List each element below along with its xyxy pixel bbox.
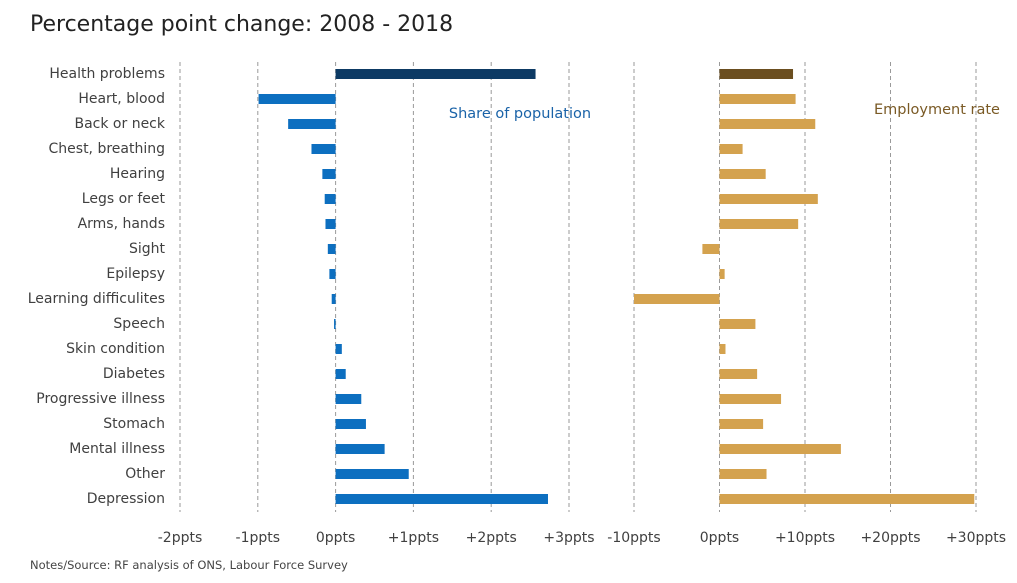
category-label-learning-difficulites: Learning difficulites [28, 291, 165, 307]
x-tick-label: 0ppts [700, 530, 739, 546]
series-label-share: Share of population [449, 106, 591, 122]
bar-chest-breathing [719, 144, 743, 154]
bar-health-problems [719, 69, 794, 79]
bar-epilepsy [329, 269, 336, 279]
panel-share-of-population: -2ppts -1ppts 0ppts +1ppts +2ppts +3ppts Shar… [158, 62, 595, 546]
bar-stomach [335, 419, 366, 429]
bar-back-or-neck [288, 119, 336, 129]
bar-chest-breathing [311, 144, 336, 154]
x-tick-label: +2ppts [466, 530, 517, 546]
bar-other [335, 469, 409, 479]
grid-lines [633, 62, 977, 512]
bar-health-problems [335, 69, 536, 79]
bar-skin-condition [719, 344, 726, 354]
bar-heart-blood [719, 94, 796, 104]
x-tick-labels: -10ppts 0ppts +10ppts +20ppts +30ppts [607, 530, 1006, 546]
category-label-other: Other [125, 466, 165, 482]
bar-diabetes [335, 369, 346, 379]
bar-hearing [322, 169, 336, 179]
x-tick-label: +30ppts [946, 530, 1006, 546]
bar-sight [702, 244, 720, 254]
x-tick-label: +3ppts [543, 530, 594, 546]
bar-progressive-illness [719, 394, 782, 404]
bars [258, 69, 548, 504]
bar-mental-illness [335, 444, 385, 454]
category-label-skin-condition: Skin condition [66, 341, 165, 357]
bar-depression [719, 494, 975, 504]
source-notes: Notes/Source: RF analysis of ONS, Labour… [30, 558, 348, 572]
x-tick-labels: -2ppts -1ppts 0ppts +1ppts +2ppts +3ppts [158, 530, 595, 546]
x-tick-label: -10ppts [607, 530, 660, 546]
bar-diabetes [719, 369, 758, 379]
category-label-progressive-illness: Progressive illness [36, 391, 165, 407]
bar-heart-blood [258, 94, 336, 104]
category-label-legs-or-feet: Legs or feet [82, 191, 166, 207]
category-label-stomach: Stomach [103, 416, 165, 432]
category-label-diabetes: Diabetes [103, 366, 165, 382]
bar-arms-hands [719, 219, 799, 229]
bar-epilepsy [719, 269, 725, 279]
category-label-speech: Speech [113, 316, 165, 332]
category-label-arms-hands: Arms, hands [78, 216, 165, 232]
chart-title: Percentage point change: 2008 - 2018 [30, 12, 454, 37]
x-tick-label: -1ppts [236, 530, 281, 546]
bar-stomach [719, 419, 764, 429]
bar-legs-or-feet [324, 194, 336, 204]
category-label-hearing: Hearing [110, 166, 165, 182]
bar-learning-difficulites [634, 294, 720, 304]
panel-employment-rate: -10ppts 0ppts +10ppts +20ppts +30ppts Employ… [607, 62, 1006, 546]
bar-progressive-illness [335, 394, 362, 404]
bar-back-or-neck [719, 119, 816, 129]
series-label-employment: Employment rate [874, 102, 1000, 118]
bar-skin-condition [335, 344, 342, 354]
bar-sight [327, 244, 336, 254]
bar-hearing [719, 169, 766, 179]
bar-other [719, 469, 767, 479]
category-label-sight: Sight [129, 241, 166, 257]
bar-depression [335, 494, 548, 504]
bar-arms-hands [325, 219, 336, 229]
x-tick-label: -2ppts [158, 530, 203, 546]
category-label-depression: Depression [87, 491, 165, 507]
category-label-heart-blood: Heart, blood [78, 91, 165, 107]
bar-learning-difficulites [331, 294, 336, 304]
category-labels: Health problems Heart, blood Back or neck C… [28, 66, 166, 507]
category-label-health-problems: Health problems [49, 66, 165, 82]
category-label-epilepsy: Epilepsy [106, 266, 165, 282]
bar-speech [719, 319, 756, 329]
category-label-mental-illness: Mental illness [69, 441, 165, 457]
bar-legs-or-feet [719, 194, 818, 204]
x-tick-label: 0ppts [316, 530, 355, 546]
x-tick-label: +20ppts [860, 530, 920, 546]
category-label-chest-breathing: Chest, breathing [49, 141, 165, 157]
x-tick-label: +10ppts [775, 530, 835, 546]
bar-speech [334, 319, 336, 329]
category-label-back-or-neck: Back or neck [74, 116, 165, 132]
bar-mental-illness [719, 444, 841, 454]
grid-lines [179, 62, 570, 512]
bars [634, 69, 975, 504]
x-tick-label: +1ppts [388, 530, 439, 546]
